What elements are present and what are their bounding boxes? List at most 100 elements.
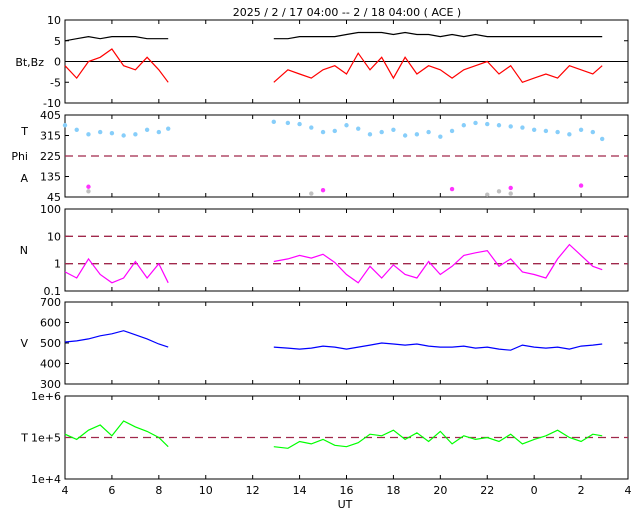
series-line-v <box>64 330 603 351</box>
data-point-t <box>461 123 466 128</box>
data-point-t <box>508 124 513 129</box>
data-point-t <box>590 129 596 135</box>
x-tick-label: 0 <box>531 484 538 497</box>
data-point-t <box>449 128 455 134</box>
data-point-t <box>86 132 91 137</box>
data-point-t <box>426 129 431 135</box>
chart-title: 2025 / 2 / 17 04:00 -- 2 / 18 04:00 ( AC… <box>233 6 461 19</box>
x-axis-label: UT <box>338 498 353 511</box>
y-tick-label: 300 <box>40 378 61 391</box>
data-point-t <box>74 127 79 133</box>
y-tick-label: 1e+5 <box>31 432 61 445</box>
data-point-a <box>578 183 584 188</box>
y-tick-label: 0.1 <box>44 285 62 298</box>
x-tick-label: 10 <box>199 484 213 497</box>
data-point-t <box>543 128 549 134</box>
data-point-t <box>62 123 68 128</box>
data-point-phi <box>309 191 314 196</box>
data-point-a <box>449 186 455 192</box>
data-point-t <box>166 126 171 131</box>
x-tick-label: 22 <box>480 484 494 497</box>
data-point-t <box>109 131 115 136</box>
x-tick-label: 2 <box>578 484 585 497</box>
data-point-a <box>508 185 513 191</box>
x-tick-label: 16 <box>340 484 354 497</box>
data-point-t <box>379 129 384 135</box>
data-point-t <box>332 128 337 134</box>
y-tick-label: 0 <box>54 56 61 69</box>
data-point-t <box>496 123 502 128</box>
y-tick-label: 500 <box>40 337 61 350</box>
y-tick-label: 1 <box>54 258 61 271</box>
y-tick-label: 1e+4 <box>31 473 61 486</box>
x-tick-label: 14 <box>293 484 307 497</box>
x-tick-label: 4 <box>62 484 69 497</box>
x-tick-label: 12 <box>246 484 260 497</box>
y-tick-label: 100 <box>40 203 61 216</box>
data-point-t <box>144 127 150 133</box>
data-point-t <box>391 127 396 133</box>
data-point-t <box>531 127 537 133</box>
y-axis-label: Bt,Bz <box>15 56 44 69</box>
y-tick-label: 700 <box>40 296 61 309</box>
panel-frame <box>64 301 629 385</box>
data-point-t <box>133 132 138 137</box>
y-tick-label: 1e+6 <box>31 390 61 403</box>
data-point-phi <box>485 192 490 197</box>
data-point-phi <box>508 191 513 196</box>
y-tick-label: -10 <box>43 97 61 110</box>
data-point-t <box>599 136 605 142</box>
y-axis-label: A <box>20 172 28 185</box>
data-point-a <box>86 184 91 189</box>
data-point-t <box>271 119 276 125</box>
data-point-t <box>121 133 126 138</box>
y-tick-label: 10 <box>47 14 61 27</box>
data-point-t <box>414 132 420 137</box>
series-line-n <box>64 243 603 284</box>
data-point-phi <box>86 189 91 194</box>
data-point-t <box>320 129 326 135</box>
y-tick-label: 315 <box>40 130 61 143</box>
y-axis-label: T <box>20 432 28 445</box>
data-point-t <box>438 134 443 139</box>
x-tick-label: 4 <box>625 484 632 497</box>
data-point-t <box>297 121 302 127</box>
data-point-a <box>320 187 326 193</box>
data-point-t <box>567 132 572 137</box>
data-point-t <box>367 132 373 137</box>
y-tick-label: -5 <box>50 76 61 89</box>
data-point-t <box>309 125 314 130</box>
y-tick-label: 10 <box>47 230 61 243</box>
data-point-phi <box>496 189 502 194</box>
data-point-t <box>555 129 560 135</box>
data-point-t <box>520 125 525 130</box>
data-point-t <box>156 129 162 135</box>
data-point-t <box>285 120 291 126</box>
y-tick-label: 45 <box>47 191 61 204</box>
data-point-t <box>485 121 490 127</box>
x-tick-label: 8 <box>155 484 162 497</box>
data-point-t <box>97 129 103 135</box>
y-tick-label: 135 <box>40 171 61 184</box>
y-tick-label: 225 <box>40 150 61 163</box>
y-axis-label: N <box>20 244 28 257</box>
y-tick-label: 400 <box>40 358 61 371</box>
y-axis-label: Phi <box>11 150 28 163</box>
data-point-t <box>473 120 478 126</box>
y-axis-label: V <box>20 337 28 350</box>
y-axis-label: T <box>20 125 28 138</box>
series-line-bz <box>64 48 603 84</box>
series-line-t <box>64 420 603 449</box>
x-tick-label: 20 <box>433 484 447 497</box>
data-point-t <box>356 126 361 131</box>
data-point-t <box>578 127 584 133</box>
x-tick-label: 18 <box>386 484 400 497</box>
x-tick-label: 6 <box>108 484 115 497</box>
panel-frame <box>64 208 629 292</box>
data-point-t <box>344 123 349 128</box>
series-line-bt <box>64 31 603 42</box>
y-tick-label: 405 <box>40 109 61 122</box>
y-tick-label: 5 <box>54 35 61 48</box>
y-tick-label: 600 <box>40 317 61 330</box>
